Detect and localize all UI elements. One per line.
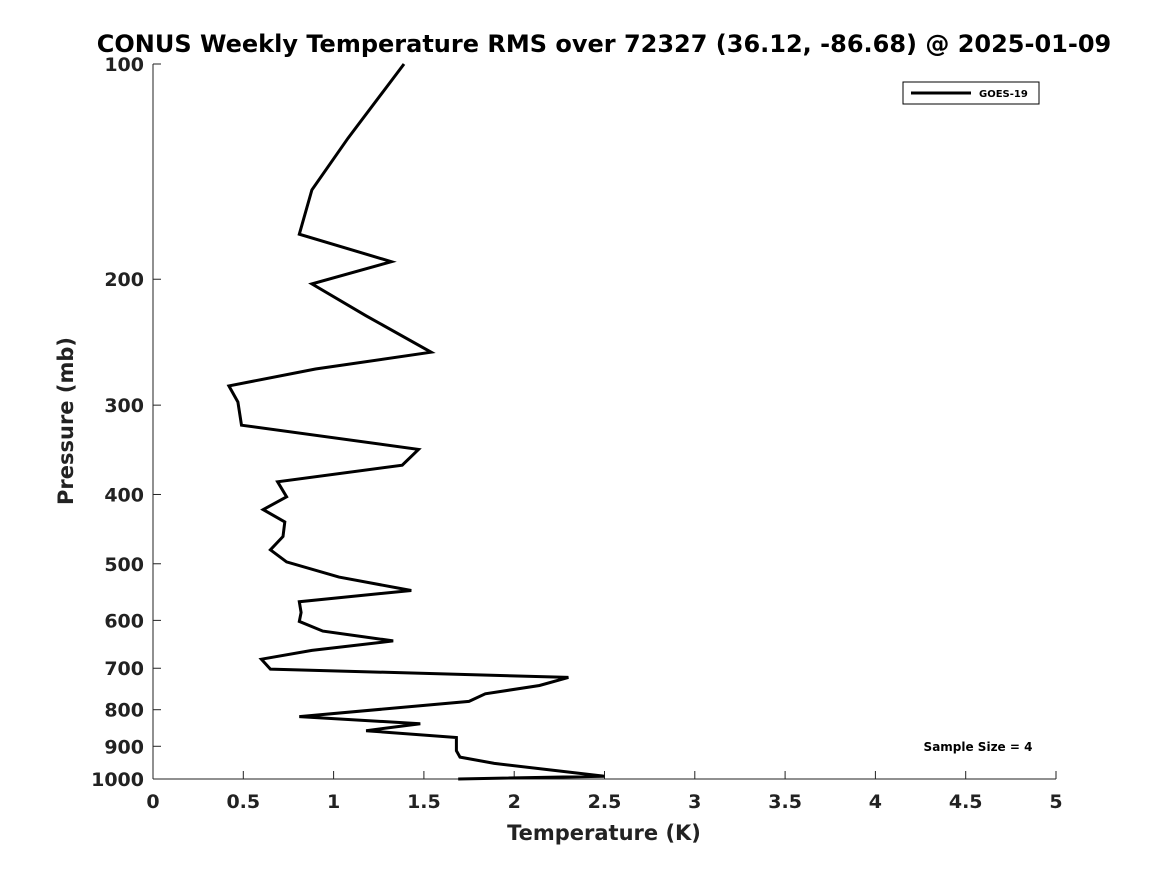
x-tick-label: 5	[1049, 791, 1062, 813]
x-tick-label: 3	[688, 791, 701, 813]
legend-label-goes-19: GOES-19	[979, 89, 1028, 100]
x-tick-label: 4.5	[949, 791, 983, 813]
y-axis-ticks: 100 200 300 400 500 600 700 800 900 1000	[91, 54, 161, 791]
x-tick-label: 2	[508, 791, 521, 813]
x-tick-label: 1.5	[407, 791, 441, 813]
x-tick-label: 2.5	[588, 791, 622, 813]
y-tick-label: 500	[104, 554, 144, 576]
y-tick-label: 100	[104, 54, 144, 76]
series-line-goes-19	[226, 63, 605, 781]
y-tick-label: 1000	[91, 769, 144, 791]
y-tick-label: 700	[104, 658, 144, 680]
x-tick-label: 0.5	[226, 791, 260, 813]
chart-title: CONUS Weekly Temperature RMS over 72327 …	[97, 30, 1111, 58]
sample-size-annotation: Sample Size = 4	[924, 740, 1033, 754]
y-tick-label: 300	[104, 395, 144, 417]
x-tick-label: 3.5	[768, 791, 802, 813]
x-tick-label: 4	[869, 791, 882, 813]
y-axis-label: Pressure (mb)	[54, 337, 78, 505]
legend: GOES-19	[902, 81, 1040, 105]
y-tick-label: 800	[104, 700, 144, 722]
y-tick-label: 600	[104, 610, 144, 632]
series-layer	[226, 63, 605, 781]
x-axis-ticks: 0 0.5 1 1.5 2 2.5 3 3.5 4 4.5 5	[146, 771, 1063, 813]
x-tick-label: 1	[327, 791, 340, 813]
y-tick-label: 900	[104, 736, 144, 758]
y-tick-label: 200	[104, 269, 144, 291]
y-tick-label: 400	[104, 484, 144, 506]
x-axis-label: Temperature (K)	[507, 821, 701, 845]
x-tick-label: 0	[146, 791, 159, 813]
plot-area	[152, 64, 1056, 780]
